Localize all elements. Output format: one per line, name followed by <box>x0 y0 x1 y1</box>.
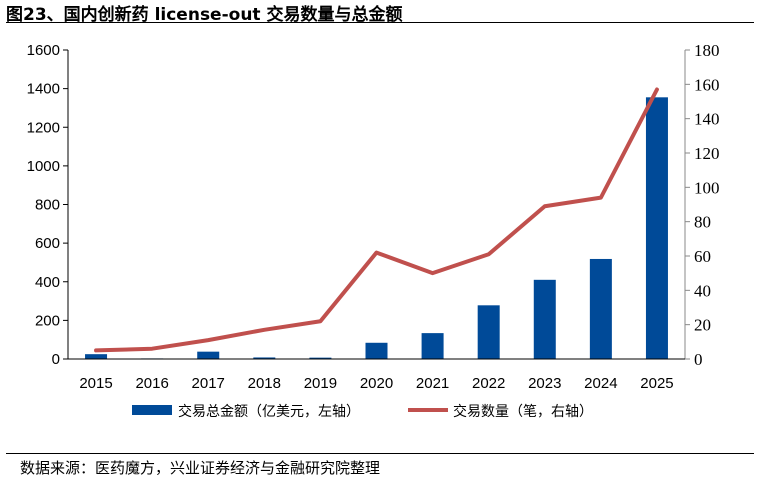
bar-2015 <box>85 354 108 359</box>
bar-2019 <box>309 357 332 359</box>
left-tick-label: 800 <box>35 197 60 214</box>
bar-2017 <box>197 351 220 359</box>
x-tick-label: 2024 <box>584 375 617 392</box>
chart: 0 200 400 600 800 1000 1200 1400 1600 0 20 40 60 80 10… <box>27 41 720 420</box>
x-tick-label: 2015 <box>79 375 112 392</box>
left-tick-label: 200 <box>35 312 60 329</box>
right-tick-label: 60 <box>694 247 711 266</box>
bar-2018 <box>253 357 276 359</box>
right-tick-label: 140 <box>694 110 720 129</box>
bar-2023 <box>533 279 556 359</box>
legend-bar-label: 交易总金额（亿美元，左轴） <box>178 403 360 420</box>
right-tick-label: 180 <box>694 41 720 60</box>
left-tick-label: 1400 <box>27 81 60 98</box>
bar-2020 <box>365 342 388 359</box>
x-tick-label: 2025 <box>640 375 673 392</box>
x-tick-label: 2019 <box>304 375 337 392</box>
bar-2025 <box>645 97 668 360</box>
count-line <box>94 87 659 353</box>
right-tick-label: 20 <box>694 316 711 335</box>
bar-2022 <box>477 305 500 359</box>
x-tick-label: 2018 <box>248 375 281 392</box>
x-tick-label: 2023 <box>528 375 561 392</box>
right-tick-label: 0 <box>694 350 703 369</box>
x-tick-label: 2021 <box>416 375 449 392</box>
left-tick-label: 600 <box>35 235 60 252</box>
right-tick-label: 40 <box>694 281 711 300</box>
figure-title: 图23、国内创新药 license-out 交易数量与总金额 <box>6 5 403 25</box>
x-tick-label: 2016 <box>135 375 168 392</box>
right-tick-label: 120 <box>694 144 720 163</box>
title-divider <box>6 22 754 23</box>
source-divider <box>6 453 754 454</box>
left-tick-label: 0 <box>52 351 60 368</box>
x-tick-label: 2022 <box>472 375 505 392</box>
left-tick-label: 1600 <box>27 42 60 59</box>
bar-2021 <box>421 333 444 359</box>
left-tick-label: 400 <box>35 274 60 291</box>
x-tick-label: 2017 <box>192 375 225 392</box>
left-tick-label: 1200 <box>27 119 60 136</box>
right-tick-label: 80 <box>694 213 711 232</box>
legend-bar-swatch <box>132 405 172 415</box>
right-tick-label: 100 <box>694 178 720 197</box>
x-tick-label: 2020 <box>360 375 393 392</box>
left-tick-label: 1000 <box>27 158 60 175</box>
bar-2024 <box>589 258 612 359</box>
legend-line-label: 交易数量（笔，右轴） <box>453 403 593 420</box>
source-note: 数据来源：医药魔方，兴业证券经济与金融研究院整理 <box>20 459 381 477</box>
right-tick-label: 160 <box>694 75 720 94</box>
